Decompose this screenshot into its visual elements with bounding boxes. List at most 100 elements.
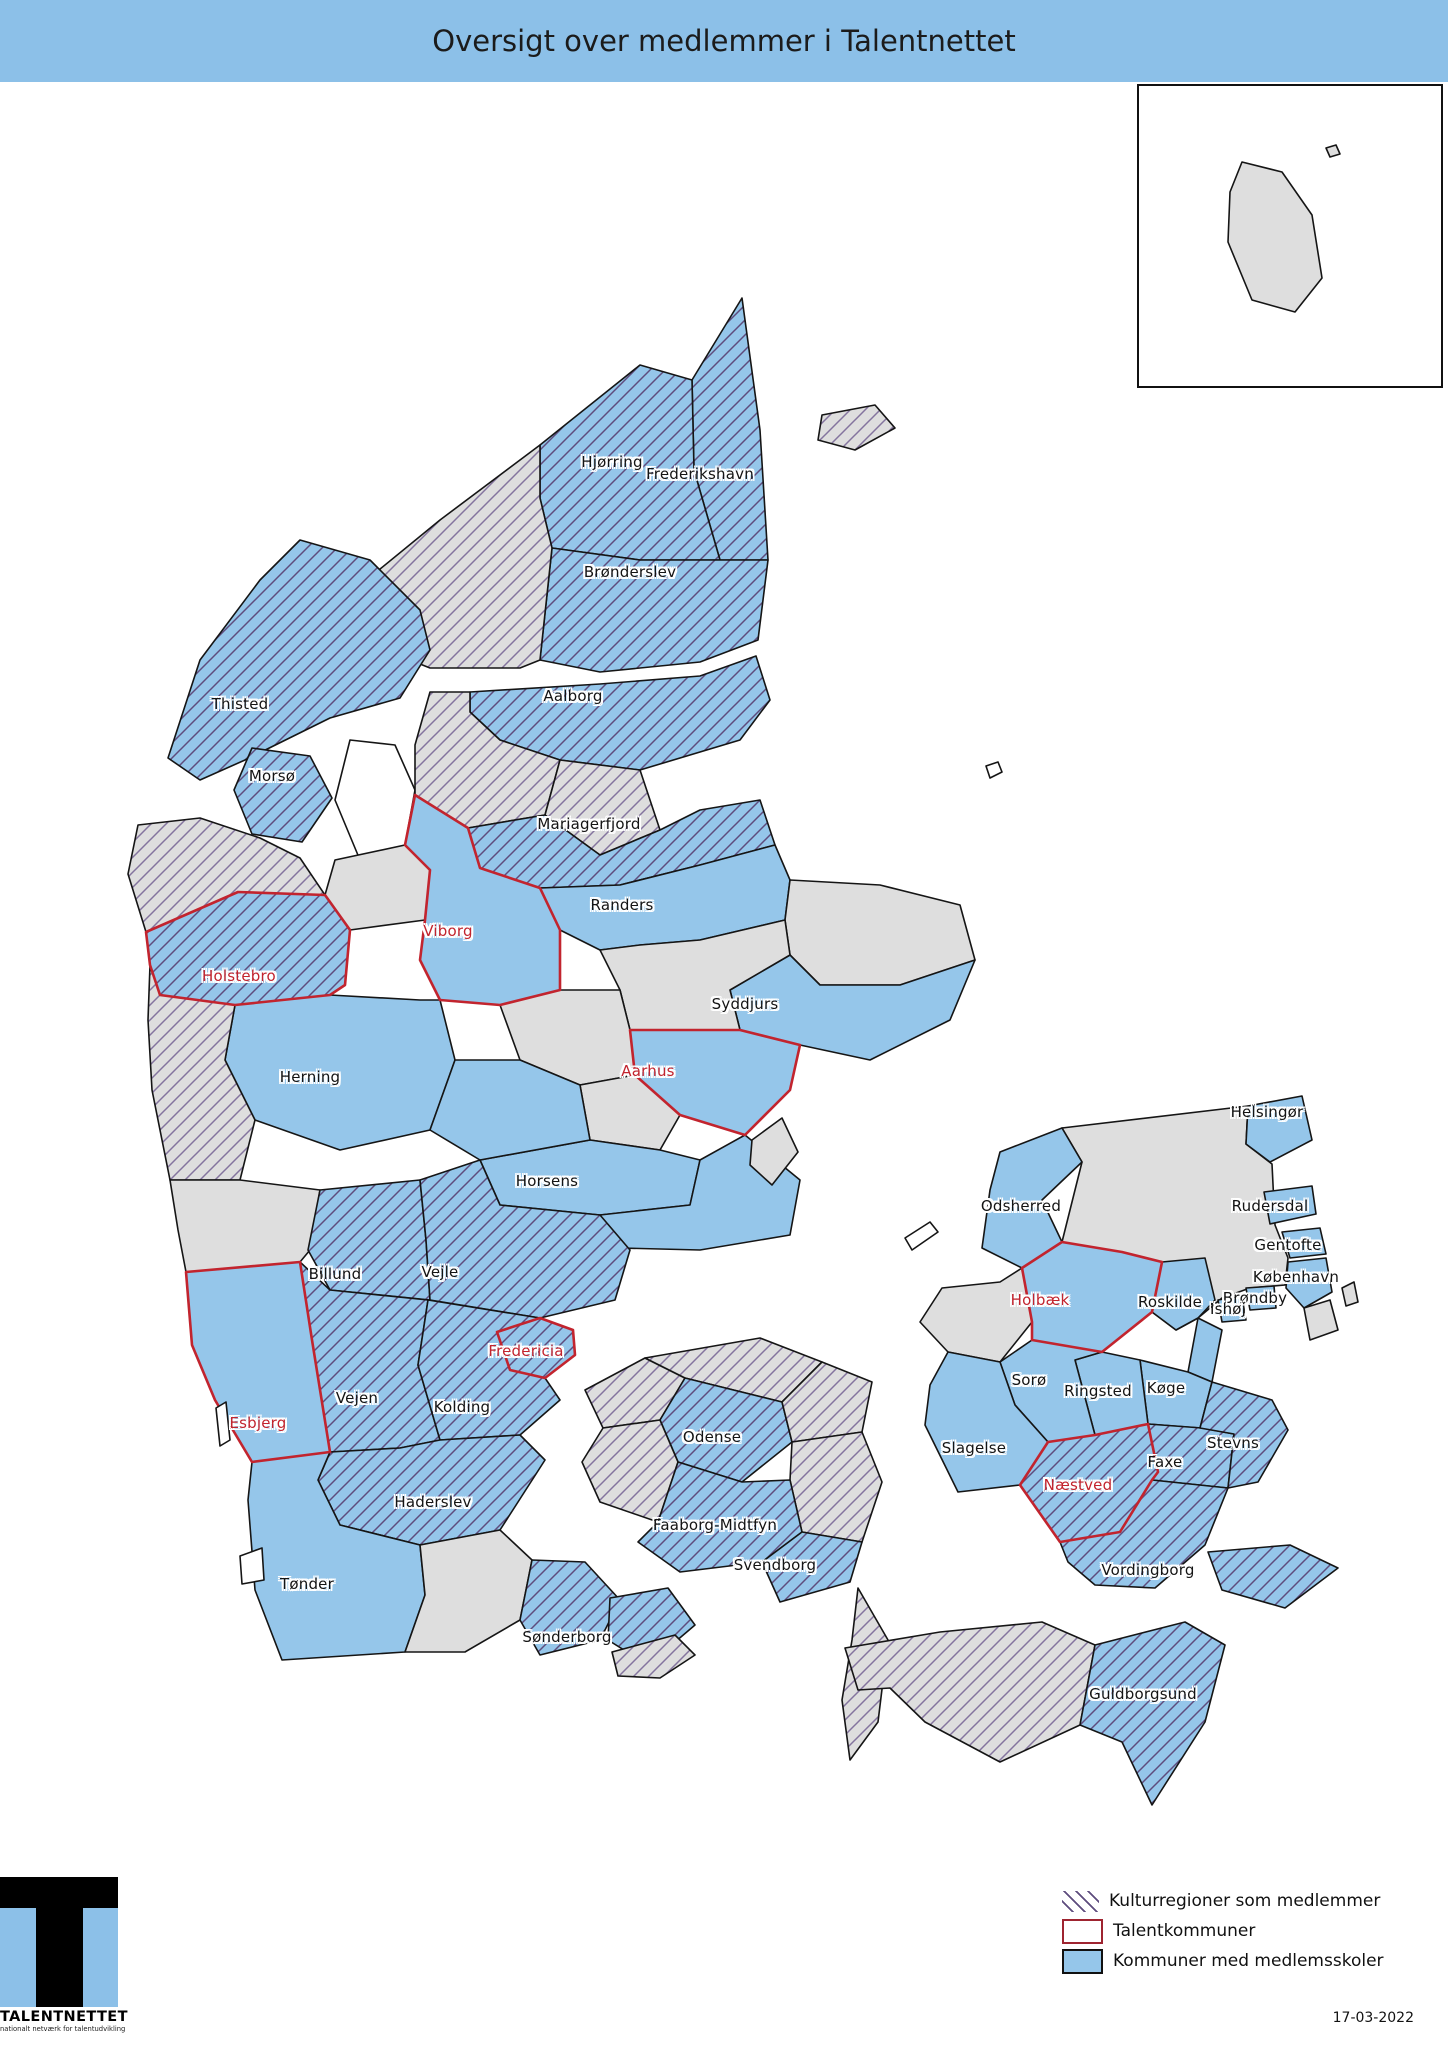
map-label-koge: Køge — [1146, 1379, 1186, 1397]
region-stevns — [1199, 1381, 1289, 1489]
logo-tagline: nationalt netværk for talentudvikling — [0, 2025, 126, 2033]
region-aeroe — [611, 1634, 696, 1679]
map-label-vejen: Vejen — [335, 1389, 379, 1407]
region-koebenhavn — [1285, 1257, 1333, 1309]
region-thisted — [167, 539, 431, 781]
region-roemoe — [239, 1547, 265, 1585]
map-date: 17-03-2022 — [1332, 2010, 1414, 2026]
map-label-guldborgsund: Guldborgsund — [1089, 1685, 1197, 1703]
map-label-fredericia: Fredericia — [488, 1342, 564, 1360]
region-broenderslev — [539, 547, 769, 673]
region-varde — [169, 1179, 321, 1273]
map-label-aarhus: Aarhus — [621, 1062, 675, 1080]
map-label-rudersdal: Rudersdal — [1231, 1197, 1309, 1215]
red-outline-swatch-icon — [1062, 1918, 1103, 1944]
region-greve-solroed — [1187, 1317, 1223, 1383]
logo-t-stem-icon — [35, 1908, 83, 2007]
map-label-bronderslev: Brønderslev — [583, 563, 677, 581]
logo-name: TALENTNETTET — [0, 2009, 128, 2025]
region-broendby — [1245, 1285, 1277, 1311]
map-label-stevns: Stevns — [1206, 1434, 1260, 1452]
region-anholt — [985, 761, 1003, 779]
map-label-ishoj: Ishøj — [1209, 1300, 1247, 1318]
region-samsoe — [749, 1117, 799, 1186]
region-aarhus — [628, 1028, 802, 1137]
map-label-viborg: Viborg — [423, 922, 473, 940]
region-laesoe — [817, 404, 896, 451]
map-label-vordingborg: Vordingborg — [1101, 1561, 1195, 1579]
region-holbaek — [1020, 1240, 1164, 1354]
map-label-morso: Morsø — [248, 767, 296, 785]
region-nyborg — [789, 1431, 883, 1543]
region-esbjerg — [184, 1260, 332, 1464]
region-viborg — [403, 793, 562, 1007]
logo-blue-left-icon — [0, 1908, 36, 2007]
region-naestved — [1018, 1422, 1160, 1544]
region-sejeroe — [904, 1221, 939, 1251]
map-label-odsherred: Odsherred — [980, 1197, 1062, 1215]
map-label-gentofte: Gentofte — [1254, 1236, 1322, 1254]
region-ikast-brande — [429, 1059, 591, 1161]
region-ertholmene — [1325, 144, 1341, 158]
region-rudersdal — [1263, 1185, 1317, 1225]
legend: Kulturregioner som medlemmer Talentkommu… — [1062, 1886, 1442, 1976]
map-label-randers: Randers — [590, 896, 654, 914]
region-soenderborg — [519, 1559, 621, 1656]
map-label-holbaek: Holbæk — [1010, 1291, 1070, 1309]
region-saltholm — [1341, 1281, 1359, 1307]
map-label-kobenhavn: København — [1252, 1268, 1340, 1286]
region-morsoe — [233, 747, 333, 843]
map-label-vejle: Vejle — [421, 1263, 459, 1281]
region-svendborg — [761, 1531, 863, 1603]
region-amager — [1303, 1299, 1339, 1341]
region-gentofte — [1281, 1227, 1327, 1259]
map-label-hjorring: Hjørring — [581, 453, 643, 471]
region-helsingoer — [1245, 1095, 1313, 1163]
region-holstebro — [144, 890, 352, 1007]
map-label-slagelse: Slagelse — [941, 1439, 1007, 1457]
region-vejle — [419, 1159, 631, 1319]
map-label-holstebro: Holstebro — [202, 967, 276, 985]
map-label-odense: Odense — [682, 1428, 742, 1446]
map-label-sonderborg: Sønderborg — [522, 1628, 612, 1646]
map-label-frederikshavn: Frederikshavn — [646, 465, 754, 483]
region-lolland — [844, 1621, 1096, 1763]
map-label-naestved: Næstved — [1043, 1476, 1113, 1494]
map-label-aalborg: Aalborg — [543, 687, 603, 705]
map-label-kolding: Kolding — [433, 1398, 491, 1416]
hatch-swatch-icon — [1062, 1890, 1099, 1912]
map-label-faaborg-midtfyn: Faaborg-Midtfyn — [652, 1516, 778, 1534]
legend-label: Kulturregioner som medlemmer — [1109, 1891, 1381, 1911]
region-fanoe — [215, 1401, 231, 1447]
map-label-ringsted: Ringsted — [1064, 1382, 1132, 1400]
map-label-tonder: Tønder — [280, 1575, 334, 1593]
title-bar: Oversigt over medlemmer i Talentnettet — [0, 0, 1448, 82]
legend-label: Talentkommuner — [1113, 1921, 1256, 1941]
map-label-esbjerg: Esbjerg — [229, 1414, 287, 1432]
region-moen — [1207, 1544, 1339, 1609]
map-label-horsens: Horsens — [515, 1172, 579, 1190]
map-label-haderslev: Haderslev — [394, 1493, 472, 1511]
page-title: Oversigt over medlemmer i Talentnettet — [432, 24, 1016, 58]
legend-row-talentkommuner: Talentkommuner — [1062, 1916, 1442, 1946]
region-bornholm — [1227, 161, 1323, 313]
legend-row-medlemsskoler: Kommuner med medlemsskoler — [1062, 1946, 1442, 1976]
region-salling — [334, 739, 416, 861]
region-guldborgsund — [1079, 1621, 1226, 1806]
region-fredericia — [495, 1316, 577, 1380]
map-label-herning: Herning — [279, 1068, 341, 1086]
blue-fill-swatch-icon — [1062, 1948, 1103, 1974]
region-kalundborg — [919, 1267, 1033, 1363]
map-label-soro: Sorø — [1011, 1371, 1047, 1389]
map-label-roskilde: Roskilde — [1137, 1293, 1203, 1311]
region-aabenraa — [404, 1529, 533, 1653]
logo-blue-right-icon — [82, 1908, 118, 2007]
legend-label: Kommuner med medlemsskoler — [1113, 1951, 1384, 1971]
map-label-helsingor: Helsingør — [1230, 1103, 1304, 1121]
map-label-faxe: Faxe — [1147, 1453, 1183, 1471]
map-label-mariagerfjord: Mariagerfjord — [537, 815, 641, 833]
logo-t-top-icon — [0, 1877, 118, 1908]
legend-row-kulturregioner: Kulturregioner som medlemmer — [1062, 1886, 1442, 1916]
